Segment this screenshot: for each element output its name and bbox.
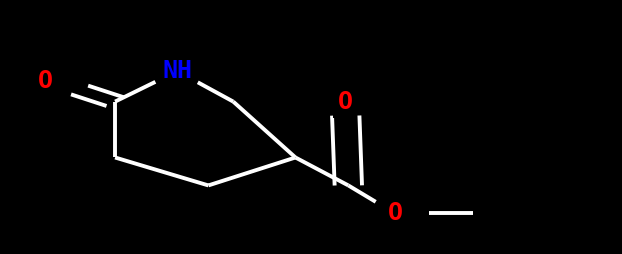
Text: O: O [388, 201, 402, 225]
Text: O: O [38, 69, 53, 93]
Text: O: O [338, 90, 353, 114]
Text: NH: NH [162, 59, 192, 83]
